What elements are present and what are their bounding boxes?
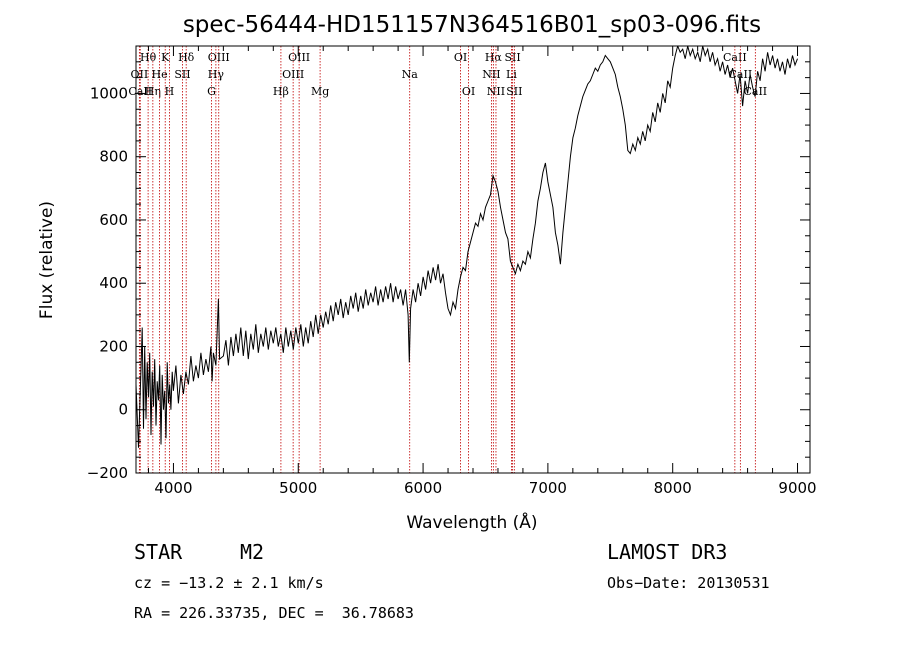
spectrum-line bbox=[136, 46, 798, 448]
x-axis-label: Wavelength (Å) bbox=[406, 511, 537, 533]
x-tick-label: 4000 bbox=[154, 479, 192, 497]
spectral-line-label: OI bbox=[462, 85, 475, 98]
axis-ticks: 4000 5000 6000 7000 8000 9000 −200 0 200 400 600 80… bbox=[87, 45, 817, 497]
x-tick-label: 5000 bbox=[279, 479, 317, 497]
spectral-line-label: G bbox=[207, 85, 216, 98]
y-axis-label: Flux (relative) bbox=[37, 201, 57, 319]
y-tick-label: 800 bbox=[99, 148, 128, 166]
spectral-line-label: K bbox=[161, 51, 170, 64]
survey-name: LAMOST DR3 bbox=[607, 540, 728, 564]
spectral-line-label: OIII bbox=[288, 51, 310, 64]
y-tick-label: 200 bbox=[99, 337, 128, 355]
x-tick-label: 7000 bbox=[529, 479, 567, 497]
spectral-line-label: Hα bbox=[485, 51, 503, 64]
y-tick-label: 1000 bbox=[90, 84, 128, 102]
spectral-line-label: Hθ bbox=[140, 51, 157, 64]
y-tick-label: 400 bbox=[99, 274, 128, 292]
spectral-line-label: Hγ bbox=[208, 68, 225, 81]
spectral-line-label: NII bbox=[482, 68, 500, 81]
spectral-line-label: Hη bbox=[145, 85, 161, 98]
y-tick-label: 0 bbox=[118, 401, 128, 419]
object-type: STAR bbox=[134, 540, 183, 564]
radial-velocity: cz = −13.2 ± 2.1 km/s bbox=[134, 574, 324, 592]
spectral-line-label: Hδ bbox=[178, 51, 195, 64]
spectral-line-label: OI bbox=[454, 51, 467, 64]
spectral-line-label: NII bbox=[487, 85, 505, 98]
spectral-line-label: CaII bbox=[128, 85, 152, 98]
spectral-line-label: SII bbox=[174, 68, 190, 81]
y-tick-label: −200 bbox=[87, 464, 128, 482]
object-subclass: M2 bbox=[240, 540, 265, 564]
spectral-line-label: OIII bbox=[282, 68, 304, 81]
spectral-line-label: OIII bbox=[208, 51, 230, 64]
spectral-line-label: H bbox=[165, 85, 175, 98]
x-tick-label: 8000 bbox=[654, 479, 692, 497]
plot-area bbox=[136, 46, 798, 448]
spectral-line-label: Na bbox=[402, 68, 419, 81]
y-tick-label: 600 bbox=[99, 211, 128, 229]
spectral-line-label: Mg bbox=[311, 85, 329, 98]
spectral-line-label: Li bbox=[506, 68, 517, 81]
plot-frame bbox=[135, 45, 811, 474]
spectral-line-label: Hβ bbox=[273, 85, 289, 98]
spectral-line-label: SII bbox=[504, 51, 520, 64]
chart-title: spec-56444-HD151157N364516B01_sp03-096.f… bbox=[183, 12, 761, 38]
observation-date: Obs−Date: 20130531 bbox=[607, 574, 770, 592]
x-tick-label: 9000 bbox=[778, 479, 816, 497]
x-tick-label: 6000 bbox=[404, 479, 442, 497]
coordinates: RA = 226.33735, DEC = 36.78683 bbox=[134, 604, 414, 622]
spectral-line-label: CaII bbox=[723, 51, 747, 64]
spectral-line-label: OII bbox=[131, 68, 149, 81]
spectral-line-label: SII bbox=[506, 85, 522, 98]
spectral-line-label: He bbox=[152, 68, 168, 81]
